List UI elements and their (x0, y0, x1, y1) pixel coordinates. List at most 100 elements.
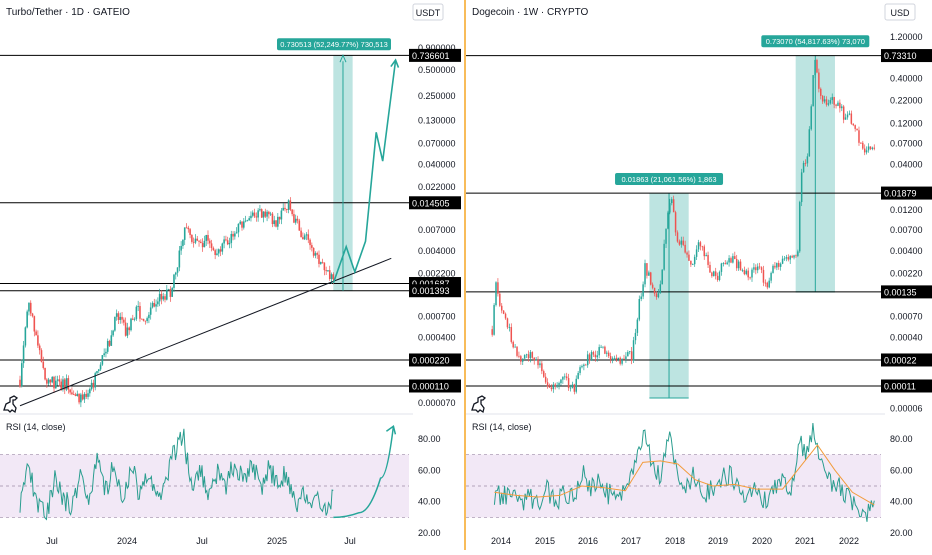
candle-body (818, 72, 820, 89)
x-tick-label: 2019 (708, 536, 728, 546)
candle-body (162, 296, 165, 300)
candle-body (810, 106, 812, 130)
candle-body (544, 376, 547, 383)
candle-body (76, 393, 79, 396)
price-level-tag (409, 353, 461, 367)
candle-body (577, 372, 579, 379)
candle-body (497, 282, 499, 294)
candle-body (232, 233, 234, 237)
candle-body (607, 352, 610, 357)
candle-body (808, 129, 811, 157)
candle-body (284, 207, 286, 210)
candle-body (216, 253, 218, 255)
candle-body (592, 352, 595, 355)
candle-body (802, 162, 805, 173)
candle-body (628, 351, 631, 353)
right-rsi-label: RSI (14, close) (472, 422, 532, 432)
candle-body (799, 202, 801, 252)
candle-body (695, 249, 698, 257)
candle-body (260, 209, 263, 218)
left-currency-label[interactable]: USDT (416, 8, 441, 18)
x-tick-label: 2022 (839, 536, 859, 546)
candle-body (609, 356, 612, 360)
candle-body (663, 243, 665, 270)
candle-body (762, 269, 765, 283)
candle-body (516, 346, 518, 356)
candle-body (621, 358, 623, 364)
candle-body (33, 316, 36, 332)
gain-zone-label: 0.01863 (21,061.56%) 1,863 (621, 175, 716, 184)
y-tick-label: 0.22000 (890, 96, 923, 106)
candle-body (869, 146, 872, 149)
candle-body (703, 246, 705, 257)
candle-body (203, 240, 206, 248)
candle-body (157, 301, 159, 305)
price-level-tag-label: 0.000110 (412, 381, 449, 391)
rsi-tick-label: 40.00 (890, 497, 913, 507)
rsi-projection-arrow-head (385, 425, 397, 435)
x-tick-label: 2017 (621, 536, 641, 546)
candle-body (688, 254, 690, 261)
candle-body (194, 238, 197, 243)
candle-body (672, 199, 675, 213)
candle-body (234, 233, 236, 237)
candle-body (575, 378, 577, 392)
candle-body (71, 392, 73, 395)
candle-body (212, 247, 215, 251)
candle-body (512, 341, 514, 348)
candle-body (506, 318, 509, 328)
right-currency-label[interactable]: USD (890, 8, 910, 18)
candle-body (26, 311, 28, 328)
candle-body (493, 305, 495, 335)
candle-body (848, 113, 851, 115)
candle-body (556, 384, 558, 387)
gain-zone-label: 0.73070 (54,817.63%) 73,070 (766, 37, 865, 46)
candle-body (638, 299, 641, 320)
candle-body (539, 363, 541, 366)
candle-body (500, 305, 503, 311)
rsi-line (19, 428, 334, 521)
support-trendline[interactable] (19, 257, 392, 407)
candle-body (632, 340, 635, 361)
candle-body (123, 319, 125, 323)
candle-body (812, 75, 814, 107)
candle-body (701, 246, 704, 248)
candle-body (291, 209, 293, 215)
candle-body (737, 261, 740, 269)
candle-body (495, 282, 497, 306)
candle-body (546, 382, 549, 387)
candle-body (860, 142, 862, 144)
candle-body (55, 380, 57, 389)
candle-body (160, 293, 163, 300)
candle-body (196, 238, 199, 241)
candle-body (58, 379, 61, 382)
rsi-projection-curve[interactable] (333, 426, 395, 519)
candle-body (753, 267, 755, 270)
tradingview-dino-icon (3, 395, 19, 414)
candle-body (676, 232, 679, 242)
projection-path[interactable] (332, 59, 397, 284)
candle-body (269, 213, 272, 215)
candle-body (649, 272, 652, 285)
candle-body (619, 357, 621, 364)
candle-body (312, 247, 315, 256)
price-level-tag (881, 186, 932, 200)
left-currency-box[interactable] (412, 3, 444, 21)
price-level-tag (881, 285, 932, 299)
candle-body (85, 393, 88, 397)
candle-body (305, 234, 308, 236)
right-currency-box[interactable] (884, 3, 916, 21)
candle-body (617, 357, 620, 360)
candle-body (19, 379, 21, 387)
candle-body (627, 352, 629, 357)
candle-body (302, 237, 304, 240)
candle-body (171, 287, 173, 297)
candle-body (72, 394, 75, 395)
candle-body (78, 393, 80, 403)
candle-body (867, 146, 870, 151)
candle-body (665, 228, 667, 244)
candle-body (644, 263, 646, 285)
y-tick-label: 0.000400 (418, 333, 456, 343)
rsi-tick-label: 80.00 (890, 434, 913, 444)
